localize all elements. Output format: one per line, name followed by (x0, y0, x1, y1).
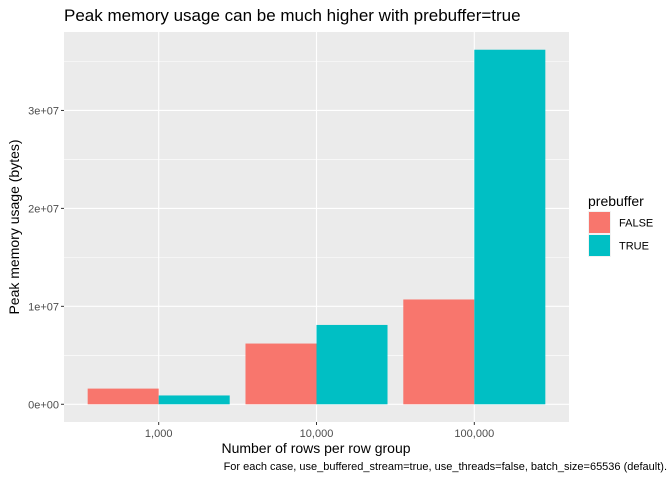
bar-true-1000 (158, 395, 230, 405)
y-axis: 0e+00 1e+07 2e+07 3e+07 (28, 105, 64, 411)
bars (87, 49, 546, 405)
bar-true-100000 (474, 49, 546, 405)
legend-key-false (589, 212, 610, 233)
bar-false-100000 (403, 299, 475, 405)
legend-key-true (589, 235, 610, 256)
y-tick-label: 3e+07 (28, 105, 59, 117)
y-tick-label: 1e+07 (28, 301, 59, 313)
x-tick-label: 100,000 (454, 428, 494, 440)
x-tick-label: 1,000 (145, 428, 173, 440)
legend-label-true: TRUE (619, 241, 649, 253)
bar-false-1000 (87, 388, 159, 405)
bar-false-10000 (245, 343, 317, 405)
x-axis: 1,000 10,000 100,000 (145, 422, 494, 440)
legend-title: prebuffer (588, 193, 644, 209)
x-tick-label: 10,000 (300, 428, 334, 440)
y-axis-title: Peak memory usage (bytes) (6, 139, 22, 314)
chart-title: Peak memory usage can be much higher wit… (64, 6, 521, 25)
bar-true-10000 (316, 324, 388, 405)
legend-label-false: FALSE (619, 218, 653, 230)
legend: prebuffer FALSE TRUE (588, 193, 653, 257)
y-tick-label: 2e+07 (28, 203, 59, 215)
y-tick-label: 0e+00 (28, 399, 59, 411)
caption: For each case, use_buffered_stream=true,… (224, 461, 667, 473)
x-axis-title: Number of rows per row group (221, 440, 410, 456)
